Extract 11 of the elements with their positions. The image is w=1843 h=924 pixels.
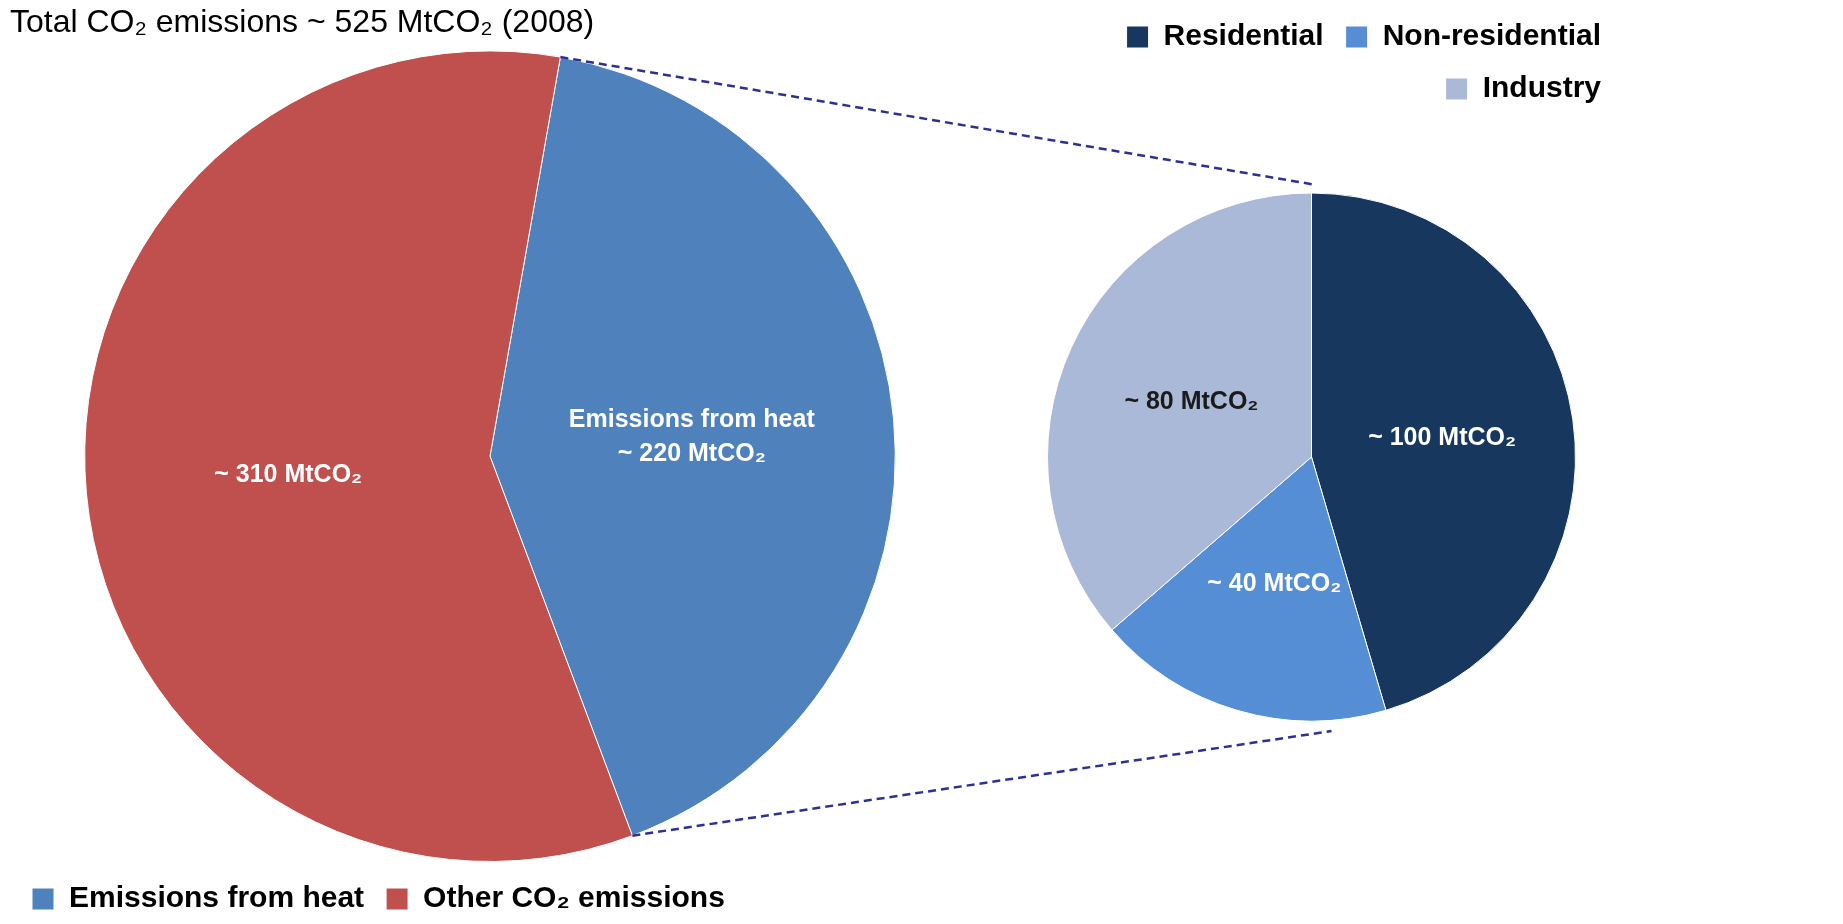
legend-label: Industry [1482, 70, 1602, 104]
legend-label: Residential [1163, 18, 1324, 52]
chart-title: Total CO₂ emissions ~ 525 MtCO₂ (2008) [10, 3, 595, 40]
data-label: ~ 310 MtCO₂ [214, 458, 363, 487]
data-label: ~ 40 MtCO₂ [1207, 567, 1342, 596]
legend-label: Emissions from heat [69, 880, 365, 914]
legend-label: Non-residential [1382, 18, 1602, 52]
legend-label: Other CO₂ emissions [423, 880, 725, 914]
data-label: ~ 80 MtCO₂ [1124, 386, 1259, 415]
data-label: Emissions from heat ~ 220 MtCO₂ [568, 404, 816, 467]
data-label: ~ 100 MtCO₂ [1368, 422, 1517, 451]
